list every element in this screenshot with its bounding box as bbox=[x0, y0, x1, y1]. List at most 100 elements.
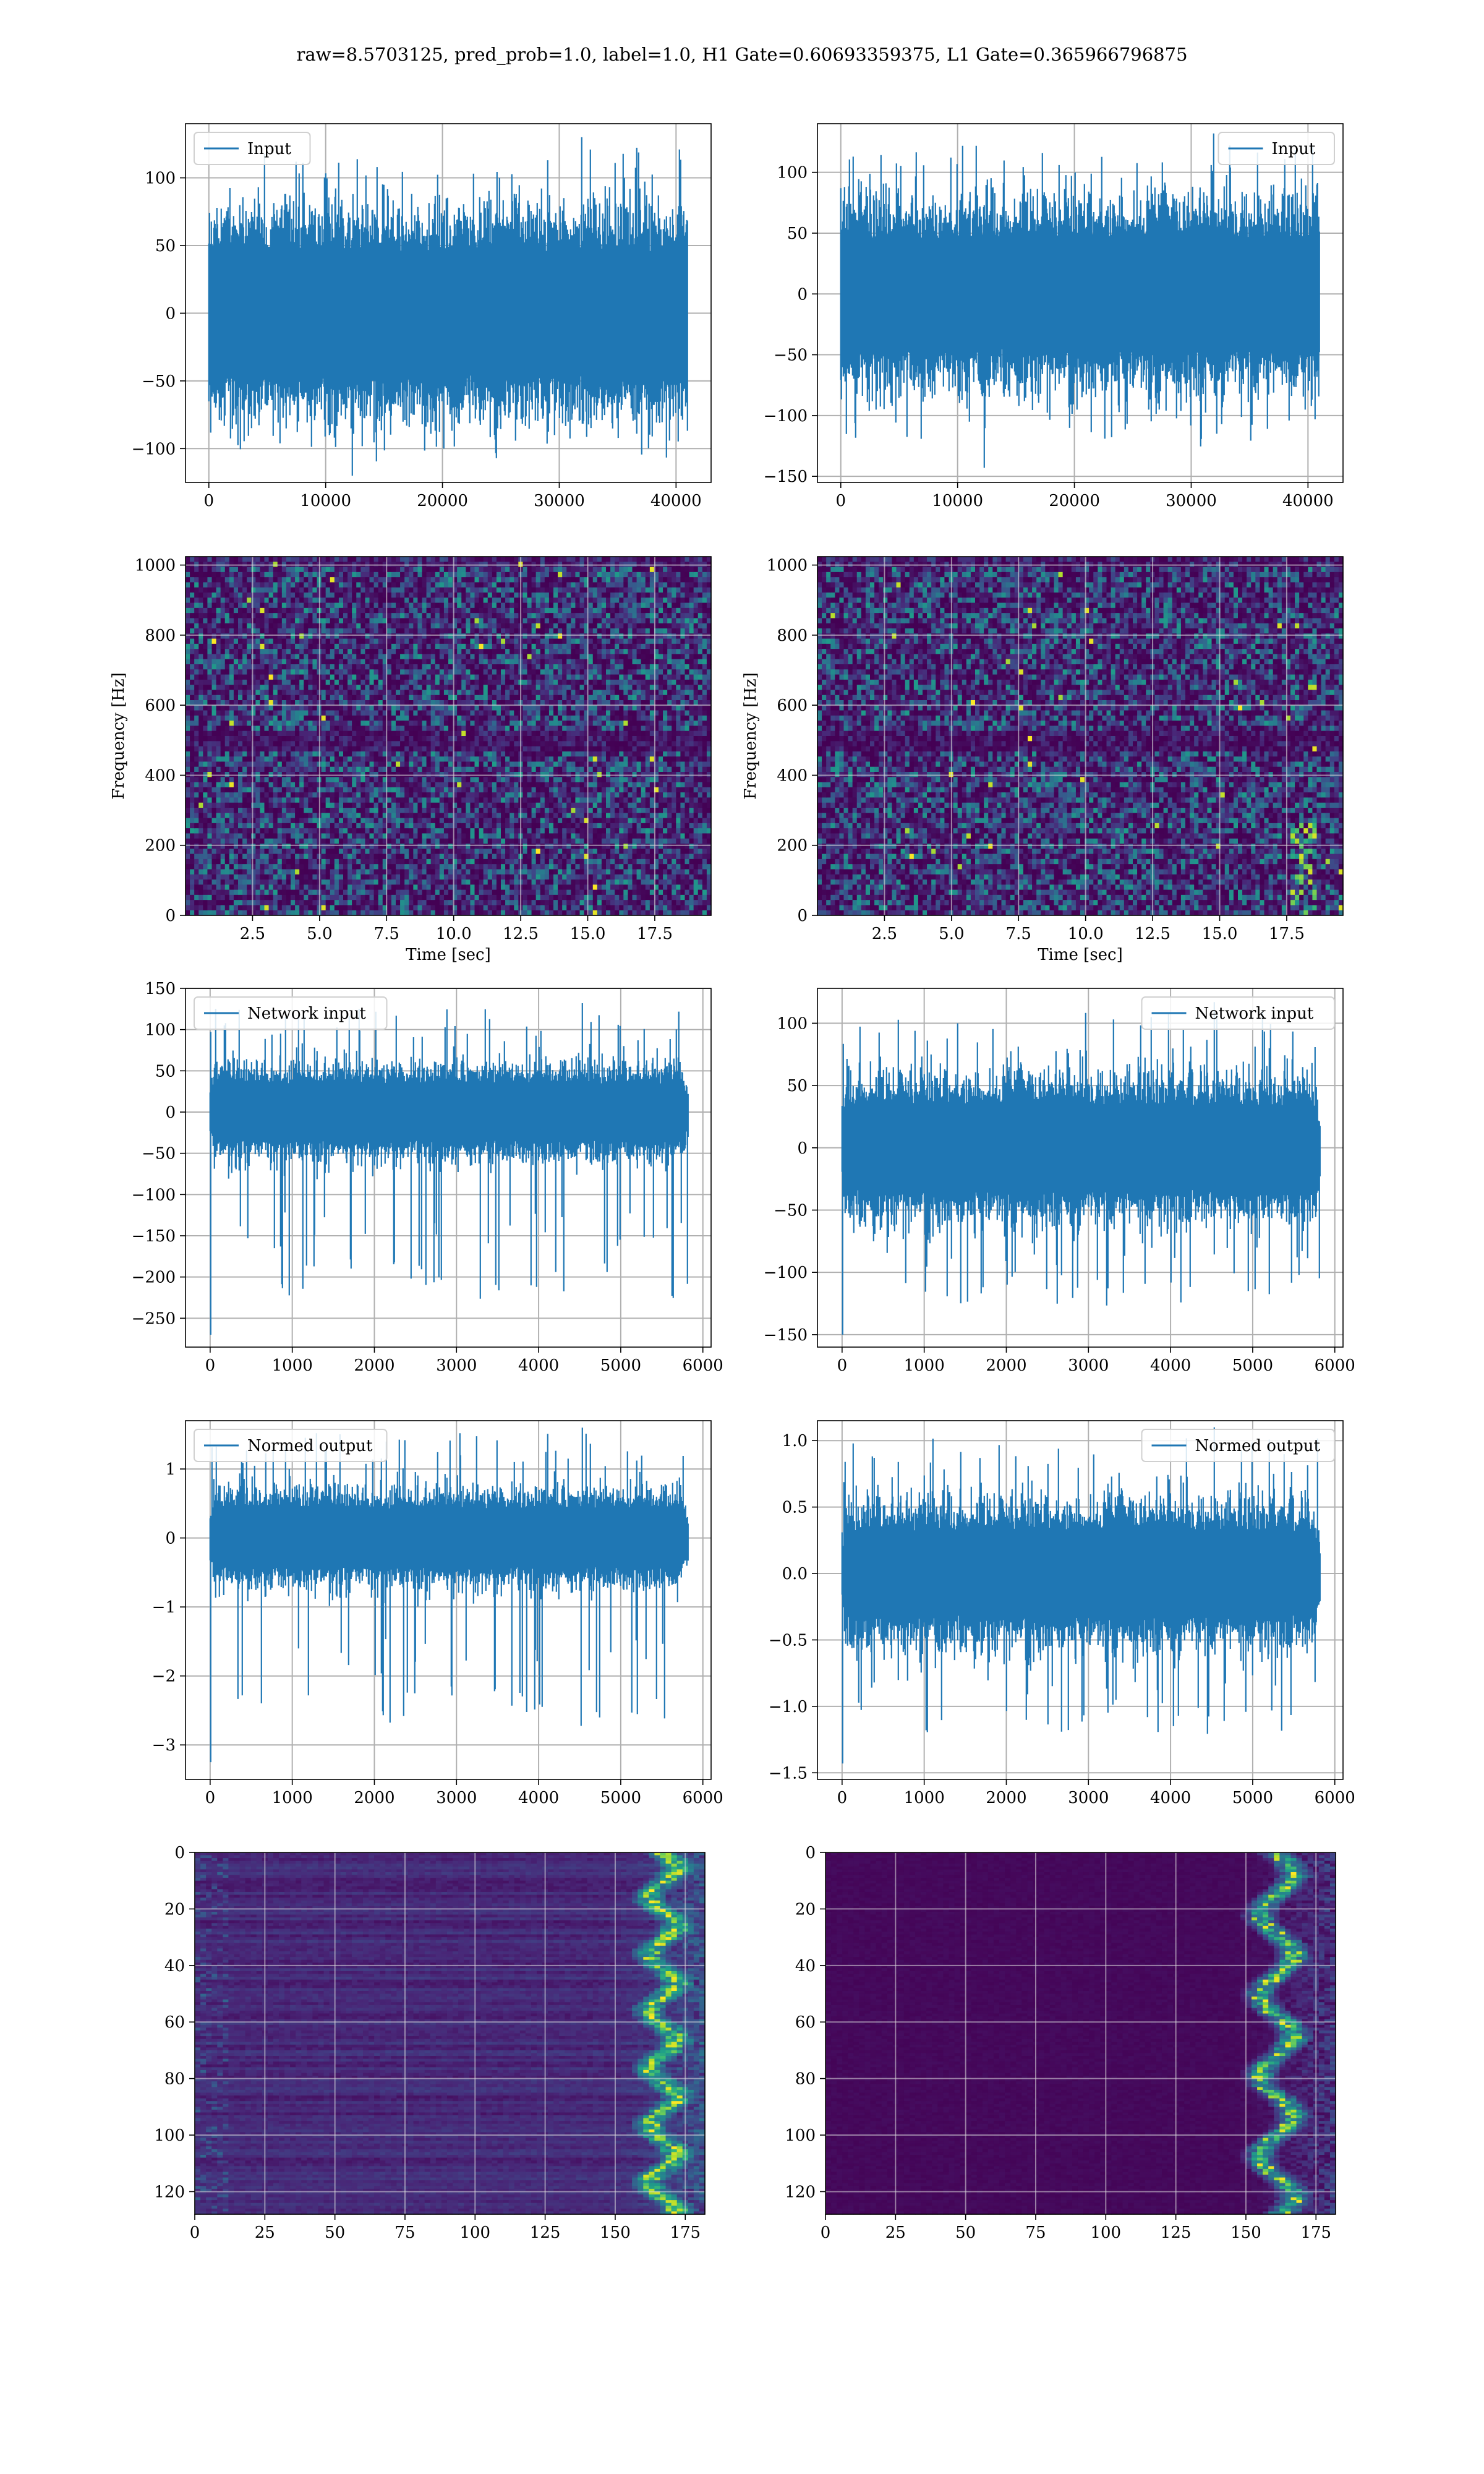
y-tick-label: 40 bbox=[164, 1957, 185, 1975]
x-tick-label: 175 bbox=[1300, 2224, 1331, 2242]
y-tick-label: −100 bbox=[764, 1264, 808, 1282]
x-tick-label: 12.5 bbox=[503, 925, 539, 943]
y-tick-label: 100 bbox=[154, 2126, 185, 2145]
x-tick-label: 15.0 bbox=[1202, 925, 1238, 943]
y-tick-label: 0 bbox=[797, 907, 808, 925]
y-tick-label: 0 bbox=[174, 1844, 185, 1862]
x-tick-label: 10000 bbox=[300, 492, 351, 510]
legend-label: Normed output bbox=[247, 1437, 373, 1455]
x-tick-label: 175 bbox=[670, 2224, 701, 2242]
y-tick-label: −150 bbox=[764, 1326, 808, 1345]
legend: Input bbox=[1219, 132, 1335, 165]
y-tick-label: −1.0 bbox=[769, 1698, 808, 1716]
x-tick-label: 2000 bbox=[986, 1789, 1026, 1807]
panel-network-input-h1: 0 1000 2000 3000 4000 5000 6000150100500−50−10… bbox=[132, 980, 723, 1375]
x-tick-label: 6000 bbox=[683, 1789, 723, 1807]
x-tick-label: 150 bbox=[600, 2224, 631, 2242]
feature-map-image bbox=[825, 1852, 1336, 2215]
y-tick-label: 200 bbox=[777, 837, 808, 855]
x-tick-label: 5.0 bbox=[307, 925, 332, 943]
y-tick-label: −3 bbox=[152, 1736, 176, 1755]
legend: Normed output bbox=[194, 1429, 387, 1462]
x-tick-label: 7.5 bbox=[1006, 925, 1031, 943]
panel-normed-output-l1: 0 1000 2000 3000 4000 5000 60001.00.50.0−0.5−1… bbox=[769, 1421, 1355, 1807]
x-tick-label: 75 bbox=[394, 2224, 415, 2242]
x-tick-label: 40000 bbox=[650, 492, 702, 510]
y-tick-label: −200 bbox=[132, 1269, 176, 1287]
x-tick-label: 0 bbox=[836, 492, 846, 510]
y-tick-label: 0 bbox=[165, 1530, 176, 1548]
legend-label: Network input bbox=[247, 1004, 366, 1023]
x-tick-label: 0 bbox=[205, 1789, 216, 1807]
x-tick-label: 30000 bbox=[1166, 492, 1217, 510]
y-tick-label: 20 bbox=[164, 1900, 185, 1919]
x-tick-label: 3000 bbox=[436, 1789, 477, 1807]
y-tick-label: 60 bbox=[795, 2013, 816, 2032]
figure-title: raw=8.5703125, pred_prob=1.0, label=1.0,… bbox=[296, 44, 1187, 66]
y-tick-label: 100 bbox=[145, 169, 176, 188]
x-tick-label: 0 bbox=[837, 1789, 848, 1807]
y-axis-label: Frequency [Hz] bbox=[741, 672, 760, 800]
x-tick-label: 10.0 bbox=[436, 925, 472, 943]
y-tick-label: 400 bbox=[777, 766, 808, 785]
x-tick-label: 25 bbox=[255, 2224, 275, 2242]
y-tick-label: 100 bbox=[145, 1021, 176, 1040]
x-tick-label: 0 bbox=[205, 1356, 216, 1375]
y-tick-label: −50 bbox=[142, 1145, 176, 1163]
legend-label: Network input bbox=[1195, 1004, 1314, 1023]
y-tick-label: 50 bbox=[787, 225, 808, 243]
x-tick-label: 3000 bbox=[1068, 1356, 1109, 1375]
x-tick-label: 1000 bbox=[904, 1356, 945, 1375]
y-tick-label: −100 bbox=[132, 440, 176, 458]
x-tick-label: 20000 bbox=[417, 492, 468, 510]
legend-label: Normed output bbox=[1195, 1437, 1321, 1455]
y-tick-label: 800 bbox=[145, 627, 176, 645]
y-tick-label: 100 bbox=[777, 1014, 808, 1033]
x-tick-label: 17.5 bbox=[1269, 925, 1305, 943]
legend-label: Input bbox=[247, 140, 291, 158]
legend-label: Input bbox=[1272, 140, 1316, 158]
x-tick-label: 125 bbox=[530, 2224, 561, 2242]
x-tick-label: 6000 bbox=[1315, 1789, 1355, 1807]
x-axis-label: Time [sec] bbox=[1038, 946, 1123, 964]
x-tick-label: 2.5 bbox=[872, 925, 897, 943]
y-tick-label: 80 bbox=[795, 2070, 816, 2089]
x-tick-label: 0 bbox=[837, 1356, 848, 1375]
x-tick-label: 100 bbox=[1090, 2224, 1121, 2242]
x-tick-label: 25 bbox=[885, 2224, 906, 2242]
y-tick-label: 100 bbox=[785, 2126, 816, 2145]
x-tick-label: 5000 bbox=[600, 1789, 641, 1807]
y-tick-label: 600 bbox=[777, 696, 808, 715]
x-tick-label: 150 bbox=[1230, 2224, 1261, 2242]
y-tick-label: −150 bbox=[764, 468, 808, 486]
y-tick-label: 200 bbox=[145, 837, 176, 855]
spectrogram-image bbox=[186, 557, 712, 916]
y-tick-label: 40 bbox=[795, 1957, 816, 1975]
y-tick-label: −50 bbox=[774, 346, 808, 365]
y-tick-label: 0 bbox=[805, 1844, 816, 1862]
x-tick-label: 6000 bbox=[1315, 1356, 1355, 1375]
x-tick-label: 0 bbox=[821, 2224, 831, 2242]
legend: Normed output bbox=[1142, 1429, 1335, 1462]
x-tick-label: 50 bbox=[955, 2224, 976, 2242]
panel-input-l1: 0 10000 20000 30000 40000100500−50−100−150In… bbox=[764, 124, 1343, 510]
y-tick-label: −1 bbox=[152, 1598, 176, 1617]
y-tick-label: −1.5 bbox=[769, 1764, 808, 1783]
x-tick-label: 50 bbox=[325, 2224, 345, 2242]
x-tick-label: 4000 bbox=[518, 1789, 559, 1807]
x-tick-label: 40000 bbox=[1282, 492, 1334, 510]
x-tick-label: 2000 bbox=[986, 1356, 1026, 1375]
x-tick-label: 5.0 bbox=[939, 925, 964, 943]
x-tick-label: 10000 bbox=[932, 492, 983, 510]
spectrogram-image bbox=[817, 557, 1344, 916]
y-tick-label: 0 bbox=[165, 907, 176, 925]
y-tick-label: 120 bbox=[785, 2183, 816, 2201]
y-tick-label: −2 bbox=[152, 1667, 176, 1686]
x-tick-label: 17.5 bbox=[637, 925, 673, 943]
y-tick-label: 100 bbox=[777, 164, 808, 182]
panel-spectrogram-h1: 2.5 5.0 7.5 10.0 12.5 15.0 17.5100080060040020… bbox=[109, 557, 712, 964]
legend: Network input bbox=[194, 997, 387, 1029]
y-tick-label: −50 bbox=[774, 1201, 808, 1220]
